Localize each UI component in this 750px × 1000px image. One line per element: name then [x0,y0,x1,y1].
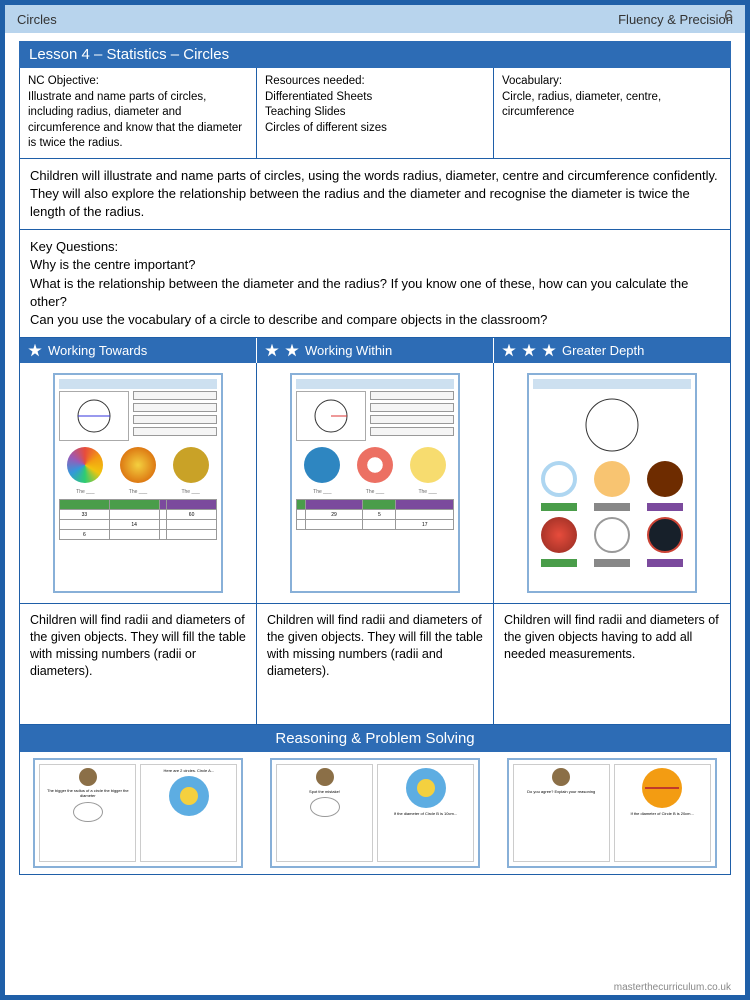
vocabulary: Vocabulary: Circle, radius, diameter, ce… [494,68,730,158]
reasoning-card-1: The bigger the radius of a circle the bi… [20,752,257,874]
resource-item: Circles of different sizes [265,121,485,137]
circle-icon [582,395,642,455]
reasoning-card-2: Spot the mistake! If the diameter of Cir… [257,752,494,874]
level-descriptions: Children will find radii and diameters o… [19,604,731,725]
topic-label: Circles [17,12,57,27]
desc-line: Children will illustrate and name parts … [30,167,720,185]
avatar-icon [316,768,334,786]
worksheet-towards: The ___The ___The ___ 3360146 [20,363,257,603]
desc-line: They will also explore the relationship … [30,185,720,221]
star-icon [522,344,536,358]
level-towards-header: Working Towards [20,338,257,363]
star-icon [285,344,299,358]
vocab-text: Circle, radius, diameter, centre, circum… [502,90,722,121]
star-icon [265,344,279,358]
avatar-icon [552,768,570,786]
circle-diagram-icon [74,396,114,436]
worksheets-row: The ___The ___The ___ 3360146 The ___The… [19,363,731,604]
level-name: Greater Depth [562,343,644,358]
objective-label: NC Objective: [28,74,248,90]
resource-item: Teaching Slides [265,105,485,121]
star-icon [502,344,516,358]
footer-url: masterthecurriculum.co.uk [614,982,731,993]
page-number: 6 [724,8,733,26]
level-depth-header: Greater Depth [494,338,730,363]
question-item: Can you use the vocabulary of a circle t… [30,311,720,329]
questions-label: Key Questions: [30,238,720,256]
circle-diagram-icon [311,396,351,436]
resources-label: Resources needed: [265,74,485,90]
top-bar: Circles Fluency & Precision 6 [5,5,745,33]
lesson-title: Lesson 4 – Statistics – Circles [19,41,731,68]
worksheet-within: The ___The ___The ___ 29517 [257,363,494,603]
reasoning-header: Reasoning & Problem Solving [19,725,731,752]
desc-depth: Children will find radii and diameters o… [494,604,730,724]
resource-item: Differentiated Sheets [265,90,485,106]
worksheet-thumb: The ___The ___The ___ 29517 [290,373,460,593]
level-within-header: Working Within [257,338,494,363]
questions-row: Key Questions: Why is the centre importa… [19,230,731,338]
star-icon [28,344,42,358]
question-item: What is the relationship between the dia… [30,275,720,311]
level-headers: Working Towards Working Within Greater D… [19,338,731,363]
vocab-label: Vocabulary: [502,74,722,90]
description-row: Children will illustrate and name parts … [19,159,731,231]
desc-towards: Children will find radii and diameters o… [20,604,257,724]
reasoning-cards: The bigger the radius of a circle the bi… [19,752,731,875]
question-item: Why is the centre important? [30,256,720,274]
worksheet-thumb: The ___The ___The ___ 3360146 [53,373,223,593]
objective-text: Illustrate and name parts of circles, in… [28,90,248,152]
worksheet-thumb [527,373,697,593]
resources: Resources needed: Differentiated Sheets … [257,68,494,158]
level-name: Working Towards [48,343,147,358]
star-icon [542,344,556,358]
level-name: Working Within [305,343,392,358]
avatar-icon [79,768,97,786]
reasoning-card-3: Do you agree? Explain your reasoning If … [493,752,730,874]
worksheet-depth [494,363,730,603]
desc-within: Children will find radii and diameters o… [257,604,494,724]
info-row: NC Objective: Illustrate and name parts … [19,68,731,159]
subtitle-label: Fluency & Precision [618,12,733,27]
nc-objective: NC Objective: Illustrate and name parts … [20,68,257,158]
